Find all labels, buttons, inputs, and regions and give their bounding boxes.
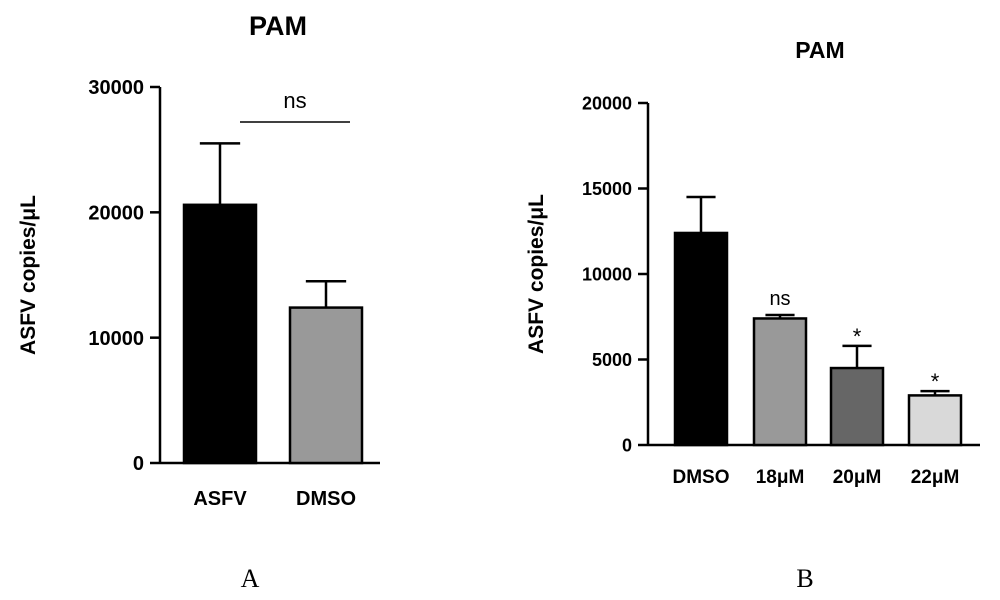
y-tick-label: 30000 [88, 77, 144, 99]
panel-label: A [241, 564, 260, 593]
chart-title: PAM [795, 37, 844, 63]
y-tick-label: 10000 [582, 264, 632, 284]
chart-title: PAM [249, 11, 307, 41]
chart-panel-B: PAM 0 5000 10000 15000 20000 ASFV copies/μL DMS… [525, 37, 980, 593]
y-tick-label: 5000 [592, 350, 632, 370]
significance-label: ns [283, 88, 306, 113]
significance-star: * [931, 369, 940, 394]
y-tick-label: 0 [622, 435, 632, 455]
x-tick-label: DMSO [673, 467, 730, 488]
x-tick-label: ASFV [193, 488, 247, 510]
y-tick-label: 0 [133, 453, 144, 475]
y-axis-label: ASFV copies/μL [525, 194, 548, 354]
y-tick-label: 20000 [88, 203, 144, 225]
bar [182, 203, 258, 465]
bar [673, 231, 729, 447]
significance-label: ns [769, 288, 790, 310]
y-tick-label: 15000 [582, 179, 632, 199]
panel-label: B [796, 564, 813, 593]
x-tick-label: 22μM [911, 467, 960, 488]
x-tick-label: DMSO [296, 488, 356, 510]
bar [829, 366, 885, 447]
significance-star: * [853, 324, 862, 349]
x-tick-label: 18μM [756, 467, 805, 488]
bar [752, 317, 808, 447]
bar [288, 306, 364, 465]
chart-panel-A: PAM 0 10000 20000 30000 ASFV copies/μL ASFV DMS… [17, 11, 380, 593]
bar [907, 394, 963, 447]
y-tick-label: 20000 [582, 93, 632, 113]
x-tick-label: 20μM [833, 467, 882, 488]
y-tick-label: 10000 [88, 328, 144, 350]
y-axis-label: ASFV copies/μL [17, 195, 40, 355]
